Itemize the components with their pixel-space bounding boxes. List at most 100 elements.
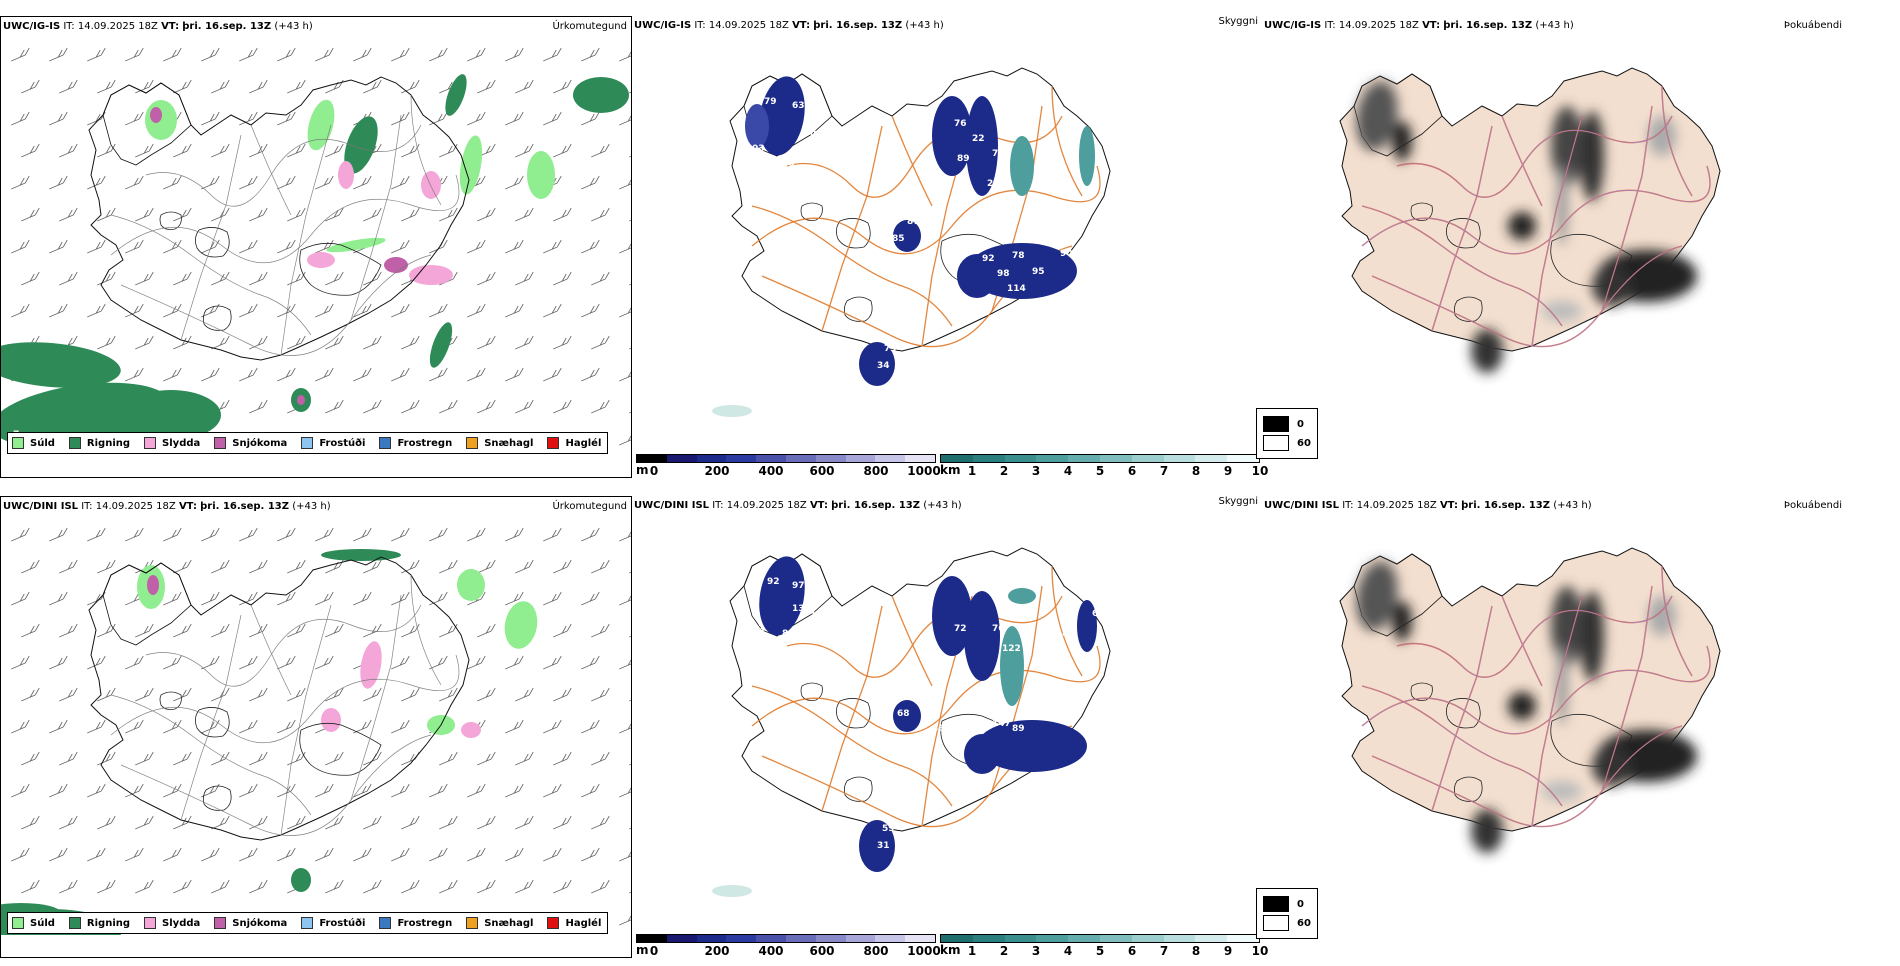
map-shape [277,655,296,670]
map-shape [49,175,68,190]
map-shape [729,67,1111,352]
precip-legend: Súld Rigning Slydda Snjókoma Frostúði Frostre… [7,912,609,934]
map-shape [211,879,230,894]
map-shape [477,207,496,222]
map-shape [1471,329,1503,373]
map-shape [49,783,68,798]
map-shape [97,79,116,94]
map-shape [591,271,610,286]
map-shape [11,655,30,670]
map-shape [505,303,524,318]
map-shape [299,242,382,296]
map-shape [163,367,182,382]
map-shape [800,202,823,221]
map-shape [11,527,30,542]
it-value: 14.09.2025 18Z [726,500,807,511]
map-shape [429,111,448,126]
map-shape [712,885,752,897]
legend-item: Snjókoma [214,437,287,449]
map-shape [467,111,486,126]
map-shape [239,239,258,254]
map-shape [87,111,106,126]
legend-item: Frostregn [379,917,452,929]
map-shape [410,94,442,206]
map-shape [629,411,631,414]
map-shape [515,207,534,222]
map-shape [315,655,334,670]
map-shape [1501,115,1543,207]
fog-indicator-panel: UWC/DINI ISL IT: 14.09.2025 18Z VT: þri.… [1256,496,1898,966]
map-shape [277,847,296,862]
fog-legend-row: 60 [1263,435,1311,451]
map-shape [11,303,30,318]
model: UWC/DINI ISL [634,500,710,511]
legend-label: Haglél [565,917,602,929]
cloudbase-bar: 0 200 400 600 800 1000 m [636,454,941,478]
vt-label: VT: [161,21,180,32]
cloud-base-label: 34 [877,361,890,371]
map-shape [619,371,631,382]
map-shape [1580,111,1604,201]
fog-areas [1356,81,1697,373]
map-shape [59,79,78,94]
map-shape [515,815,534,830]
map-shape [581,719,600,734]
map-shape [21,559,40,574]
map-shape [315,303,334,318]
map-shape [821,605,883,812]
legend-swatch [466,917,479,929]
map-shape [135,751,154,766]
legend-swatch [301,917,314,929]
panel-title: Þokuábendi [1783,20,1842,31]
cloud-base-label: 67 [912,689,925,699]
map-shape [553,335,572,350]
map-shape [391,303,410,318]
cloudbase-bar: 0 200 400 600 800 1000 m [636,934,941,958]
colorbar-tick: 5 [1095,944,1105,958]
map-shape [410,574,442,686]
legend-label: Haglél [565,437,602,449]
map-shape [173,687,192,702]
legend-label: Snæhagl [484,437,534,449]
map-shape [1392,601,1412,641]
cloud-base-label: 92 [752,624,765,634]
map-shape [391,175,410,190]
map-shape [515,399,534,414]
map-shape [1361,165,1711,255]
map-shape [211,271,230,286]
map-shape [147,575,159,595]
it-value: 14.09.2025 18Z [708,20,789,31]
cloud-base-label: 114 [1007,284,1026,294]
map-shape [553,143,572,158]
map-shape [591,687,610,702]
colorbar-cell [1068,455,1100,462]
colorbar-tick: 9 [1223,464,1233,478]
map-shape [391,111,410,126]
map-shape [1339,547,1721,853]
wind-barbs [11,47,631,446]
lead: (+43 h) [923,500,962,511]
map-shape [859,342,895,386]
map-shape [297,395,305,405]
map-shape [1542,301,1582,321]
legend-swatch [214,437,227,449]
map-shape [467,783,486,798]
map-shape [505,591,524,606]
map-shape [135,623,154,638]
map-shape [21,879,40,894]
map-shape [59,879,78,894]
colorbar-cell [1163,455,1196,462]
map-shape [280,124,332,356]
colorbar-tick: 8 [1191,464,1201,478]
map-shape [353,527,372,542]
cloud-base-label: 31 [877,841,890,851]
colorbar-cell [696,455,727,462]
map-shape [439,687,458,702]
map-shape [211,815,230,830]
panel-title: Þokuábendi [1783,500,1842,511]
colorbar-cell [972,935,1005,942]
map-shape [87,783,106,798]
fog-legend-swatch [1263,416,1289,432]
legend-swatch [68,437,81,449]
map-shape [619,915,631,926]
